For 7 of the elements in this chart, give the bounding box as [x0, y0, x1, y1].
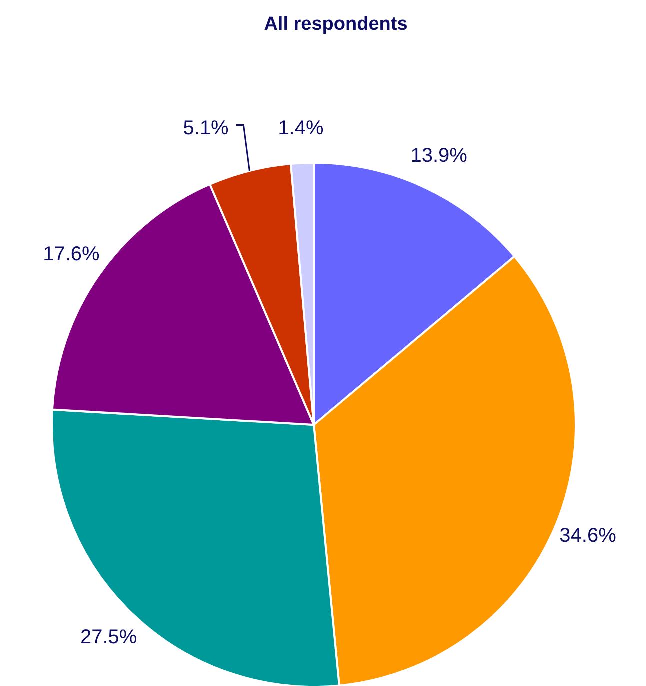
data-label: 13.9% [410, 145, 468, 168]
data-label: 1.4% [278, 118, 324, 140]
chart-title: All respondents [264, 14, 408, 35]
data-label: 5.1% [183, 118, 230, 140]
data-label: 17.6% [43, 244, 100, 266]
data-label: 27.5% [80, 626, 138, 649]
data-label: 34.6% [560, 525, 617, 548]
